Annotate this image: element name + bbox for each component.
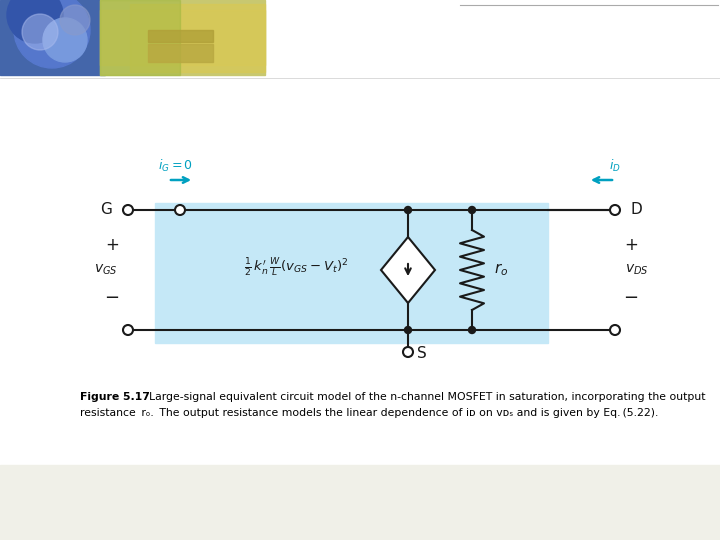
Circle shape (610, 205, 620, 215)
Circle shape (123, 325, 133, 335)
Text: D: D (631, 201, 643, 217)
Text: $r_o$: $r_o$ (494, 262, 508, 278)
Bar (0, 465, 720, 540)
Circle shape (610, 325, 620, 335)
Bar (148, 44, 213, 62)
Text: Figure 5.17: Figure 5.17 (80, 392, 150, 402)
Bar (100, 10, 265, 65)
Text: $i_G = 0$: $i_G = 0$ (158, 158, 193, 174)
Circle shape (60, 5, 90, 35)
Bar (0, 0, 105, 75)
Text: $v_{GS}$: $v_{GS}$ (94, 263, 118, 277)
Text: $i_D$: $i_D$ (609, 158, 621, 174)
Bar (130, 4, 265, 72)
Bar (0, 465, 720, 540)
Bar (100, 0, 265, 75)
Text: G: G (100, 201, 112, 217)
Bar (148, 30, 213, 42)
Text: $\frac{1}{2}\,k_n^{\prime}\,\frac{W}{L}(v_{GS}-V_t)^2$: $\frac{1}{2}\,k_n^{\prime}\,\frac{W}{L}(… (244, 257, 348, 279)
Text: Large-signal equivalent circuit model of the ​n-channel MOSFET in saturation, in: Large-signal equivalent circuit model of… (142, 392, 706, 402)
Polygon shape (381, 237, 435, 303)
Text: +: + (105, 236, 119, 254)
Circle shape (7, 0, 63, 43)
Circle shape (14, 0, 90, 68)
Bar (155, 203, 548, 343)
Circle shape (405, 206, 412, 213)
Text: −: − (624, 289, 639, 307)
Circle shape (123, 205, 133, 215)
Text: −: − (104, 289, 120, 307)
Text: S: S (417, 346, 427, 361)
Text: +: + (624, 236, 638, 254)
Text: resistance  rₒ.  The output resistance models the linear dependence of iᴅ on vᴅₛ: resistance rₒ. The output resistance mod… (80, 408, 658, 418)
Circle shape (175, 205, 185, 215)
Circle shape (405, 327, 412, 334)
Circle shape (403, 347, 413, 357)
Circle shape (469, 327, 475, 334)
Bar (100, 0, 180, 75)
Text: $v_{DS}$: $v_{DS}$ (625, 263, 649, 277)
Circle shape (469, 206, 475, 213)
Circle shape (22, 14, 58, 50)
Circle shape (43, 18, 87, 62)
